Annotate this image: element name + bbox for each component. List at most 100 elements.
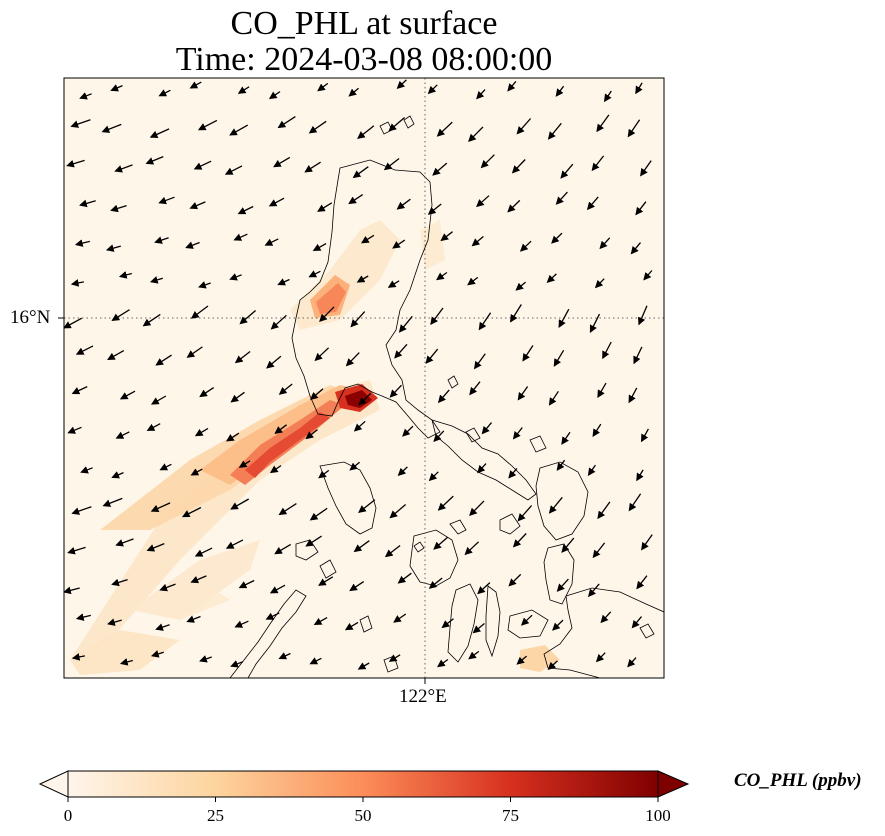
wind-arrow bbox=[356, 275, 369, 283]
wind-arrow bbox=[508, 573, 522, 587]
wind-arrow bbox=[393, 613, 407, 623]
wind-arrow bbox=[353, 420, 366, 432]
wind-arrow bbox=[508, 467, 518, 479]
wind-arrow bbox=[473, 353, 486, 370]
wind-arrow bbox=[383, 157, 400, 171]
wind-arrow bbox=[476, 195, 490, 208]
wind-arrow bbox=[591, 155, 605, 172]
wind-arrow bbox=[146, 423, 161, 431]
wind-arrow bbox=[274, 424, 287, 434]
wind-arrow bbox=[189, 81, 202, 89]
wind-arrow bbox=[517, 505, 533, 522]
wind-arrow bbox=[111, 309, 130, 321]
wind-arrow bbox=[592, 542, 606, 559]
wind-arrow bbox=[427, 84, 438, 95]
wind-arrow bbox=[389, 504, 407, 519]
wind-arrow bbox=[436, 271, 448, 281]
wind-arrow bbox=[507, 199, 521, 213]
wind-arrow bbox=[305, 429, 318, 440]
wind-arrow bbox=[587, 464, 596, 476]
wind-arrow bbox=[75, 345, 94, 355]
wind-vectors bbox=[64, 79, 653, 670]
wind-arrow bbox=[199, 655, 212, 663]
wind-arrow bbox=[522, 345, 534, 362]
wind-arrow bbox=[635, 201, 647, 216]
wind-arrow bbox=[360, 234, 375, 244]
wind-arrow bbox=[194, 427, 209, 437]
wind-arrow bbox=[440, 231, 453, 242]
wind-arrow bbox=[595, 652, 606, 663]
wind-arrow bbox=[555, 85, 565, 97]
wind-arrow bbox=[318, 469, 330, 479]
wind-arrow bbox=[190, 468, 203, 476]
wind-arrow bbox=[519, 240, 532, 252]
wind-arrow bbox=[229, 124, 249, 136]
wind-arrow bbox=[79, 199, 96, 208]
wind-arrow bbox=[641, 534, 653, 551]
wind-arrow bbox=[317, 82, 329, 92]
wind-arrow bbox=[587, 583, 600, 598]
map-title: CO_PHL at surface bbox=[230, 5, 498, 42]
wind-arrow bbox=[265, 612, 280, 620]
wind-arrow bbox=[477, 463, 487, 474]
wind-arrow bbox=[105, 244, 121, 252]
wind-arrow bbox=[194, 547, 213, 557]
wind-arrow bbox=[197, 119, 218, 131]
wind-arrow bbox=[467, 276, 479, 286]
wind-arrow bbox=[471, 236, 484, 247]
wind-arrow bbox=[464, 541, 480, 556]
wind-arrow bbox=[71, 386, 88, 395]
wind-arrow bbox=[384, 544, 401, 558]
wind-arrow bbox=[394, 343, 408, 359]
wind-arrow bbox=[230, 391, 245, 403]
wind-arrow bbox=[270, 314, 287, 330]
wind-arrow bbox=[387, 280, 400, 288]
coastlines bbox=[229, 115, 664, 678]
wind-arrow bbox=[268, 197, 285, 207]
wind-arrow bbox=[558, 308, 570, 328]
wind-arrow bbox=[230, 660, 243, 668]
wind-arrow bbox=[552, 619, 564, 631]
wind-arrow bbox=[548, 390, 559, 406]
wind-arrow bbox=[561, 431, 571, 445]
wind-arrow bbox=[199, 387, 215, 398]
wind-arrow bbox=[119, 658, 133, 666]
wind-arrow bbox=[309, 507, 328, 521]
wind-arrow bbox=[158, 89, 171, 97]
wind-arrow bbox=[107, 350, 125, 361]
wind-arrow bbox=[229, 273, 242, 281]
wind-arrow bbox=[102, 497, 123, 507]
wind-arrow bbox=[319, 306, 335, 323]
wind-arrow bbox=[278, 383, 293, 395]
colorbar-extend-min bbox=[38, 770, 69, 798]
wind-arrow bbox=[79, 92, 92, 100]
wind-arrow bbox=[643, 270, 653, 281]
wind-arrow bbox=[277, 278, 290, 286]
wind-arrow bbox=[507, 80, 517, 92]
wind-arrow bbox=[556, 459, 566, 471]
wind-arrow bbox=[398, 315, 413, 333]
wind-arrow bbox=[432, 162, 448, 176]
colorbar-tick-25: 25 bbox=[207, 806, 224, 825]
wind-arrow bbox=[428, 471, 439, 482]
wind-arrow bbox=[630, 242, 641, 255]
colorbar-tick-50: 50 bbox=[354, 806, 372, 825]
wind-arrow bbox=[239, 310, 257, 325]
wind-arrow bbox=[546, 273, 557, 283]
wind-arrow bbox=[511, 159, 526, 174]
colorbar-extend-max bbox=[657, 770, 690, 798]
wind-arrow bbox=[392, 239, 406, 249]
wind-arrow bbox=[357, 662, 370, 670]
wind-arrow bbox=[318, 576, 334, 586]
wind-arrow bbox=[397, 572, 412, 584]
wind-arrow bbox=[190, 575, 207, 584]
wind-arrow bbox=[189, 201, 206, 210]
wind-arrow bbox=[469, 381, 481, 396]
wind-arrow bbox=[71, 653, 86, 661]
wind-arrow bbox=[312, 243, 327, 252]
wind-arrow bbox=[597, 501, 611, 520]
wind-arrow bbox=[635, 82, 643, 95]
wind-arrow bbox=[238, 460, 251, 468]
wind-arrow bbox=[64, 317, 83, 329]
wind-arrow bbox=[234, 350, 251, 364]
